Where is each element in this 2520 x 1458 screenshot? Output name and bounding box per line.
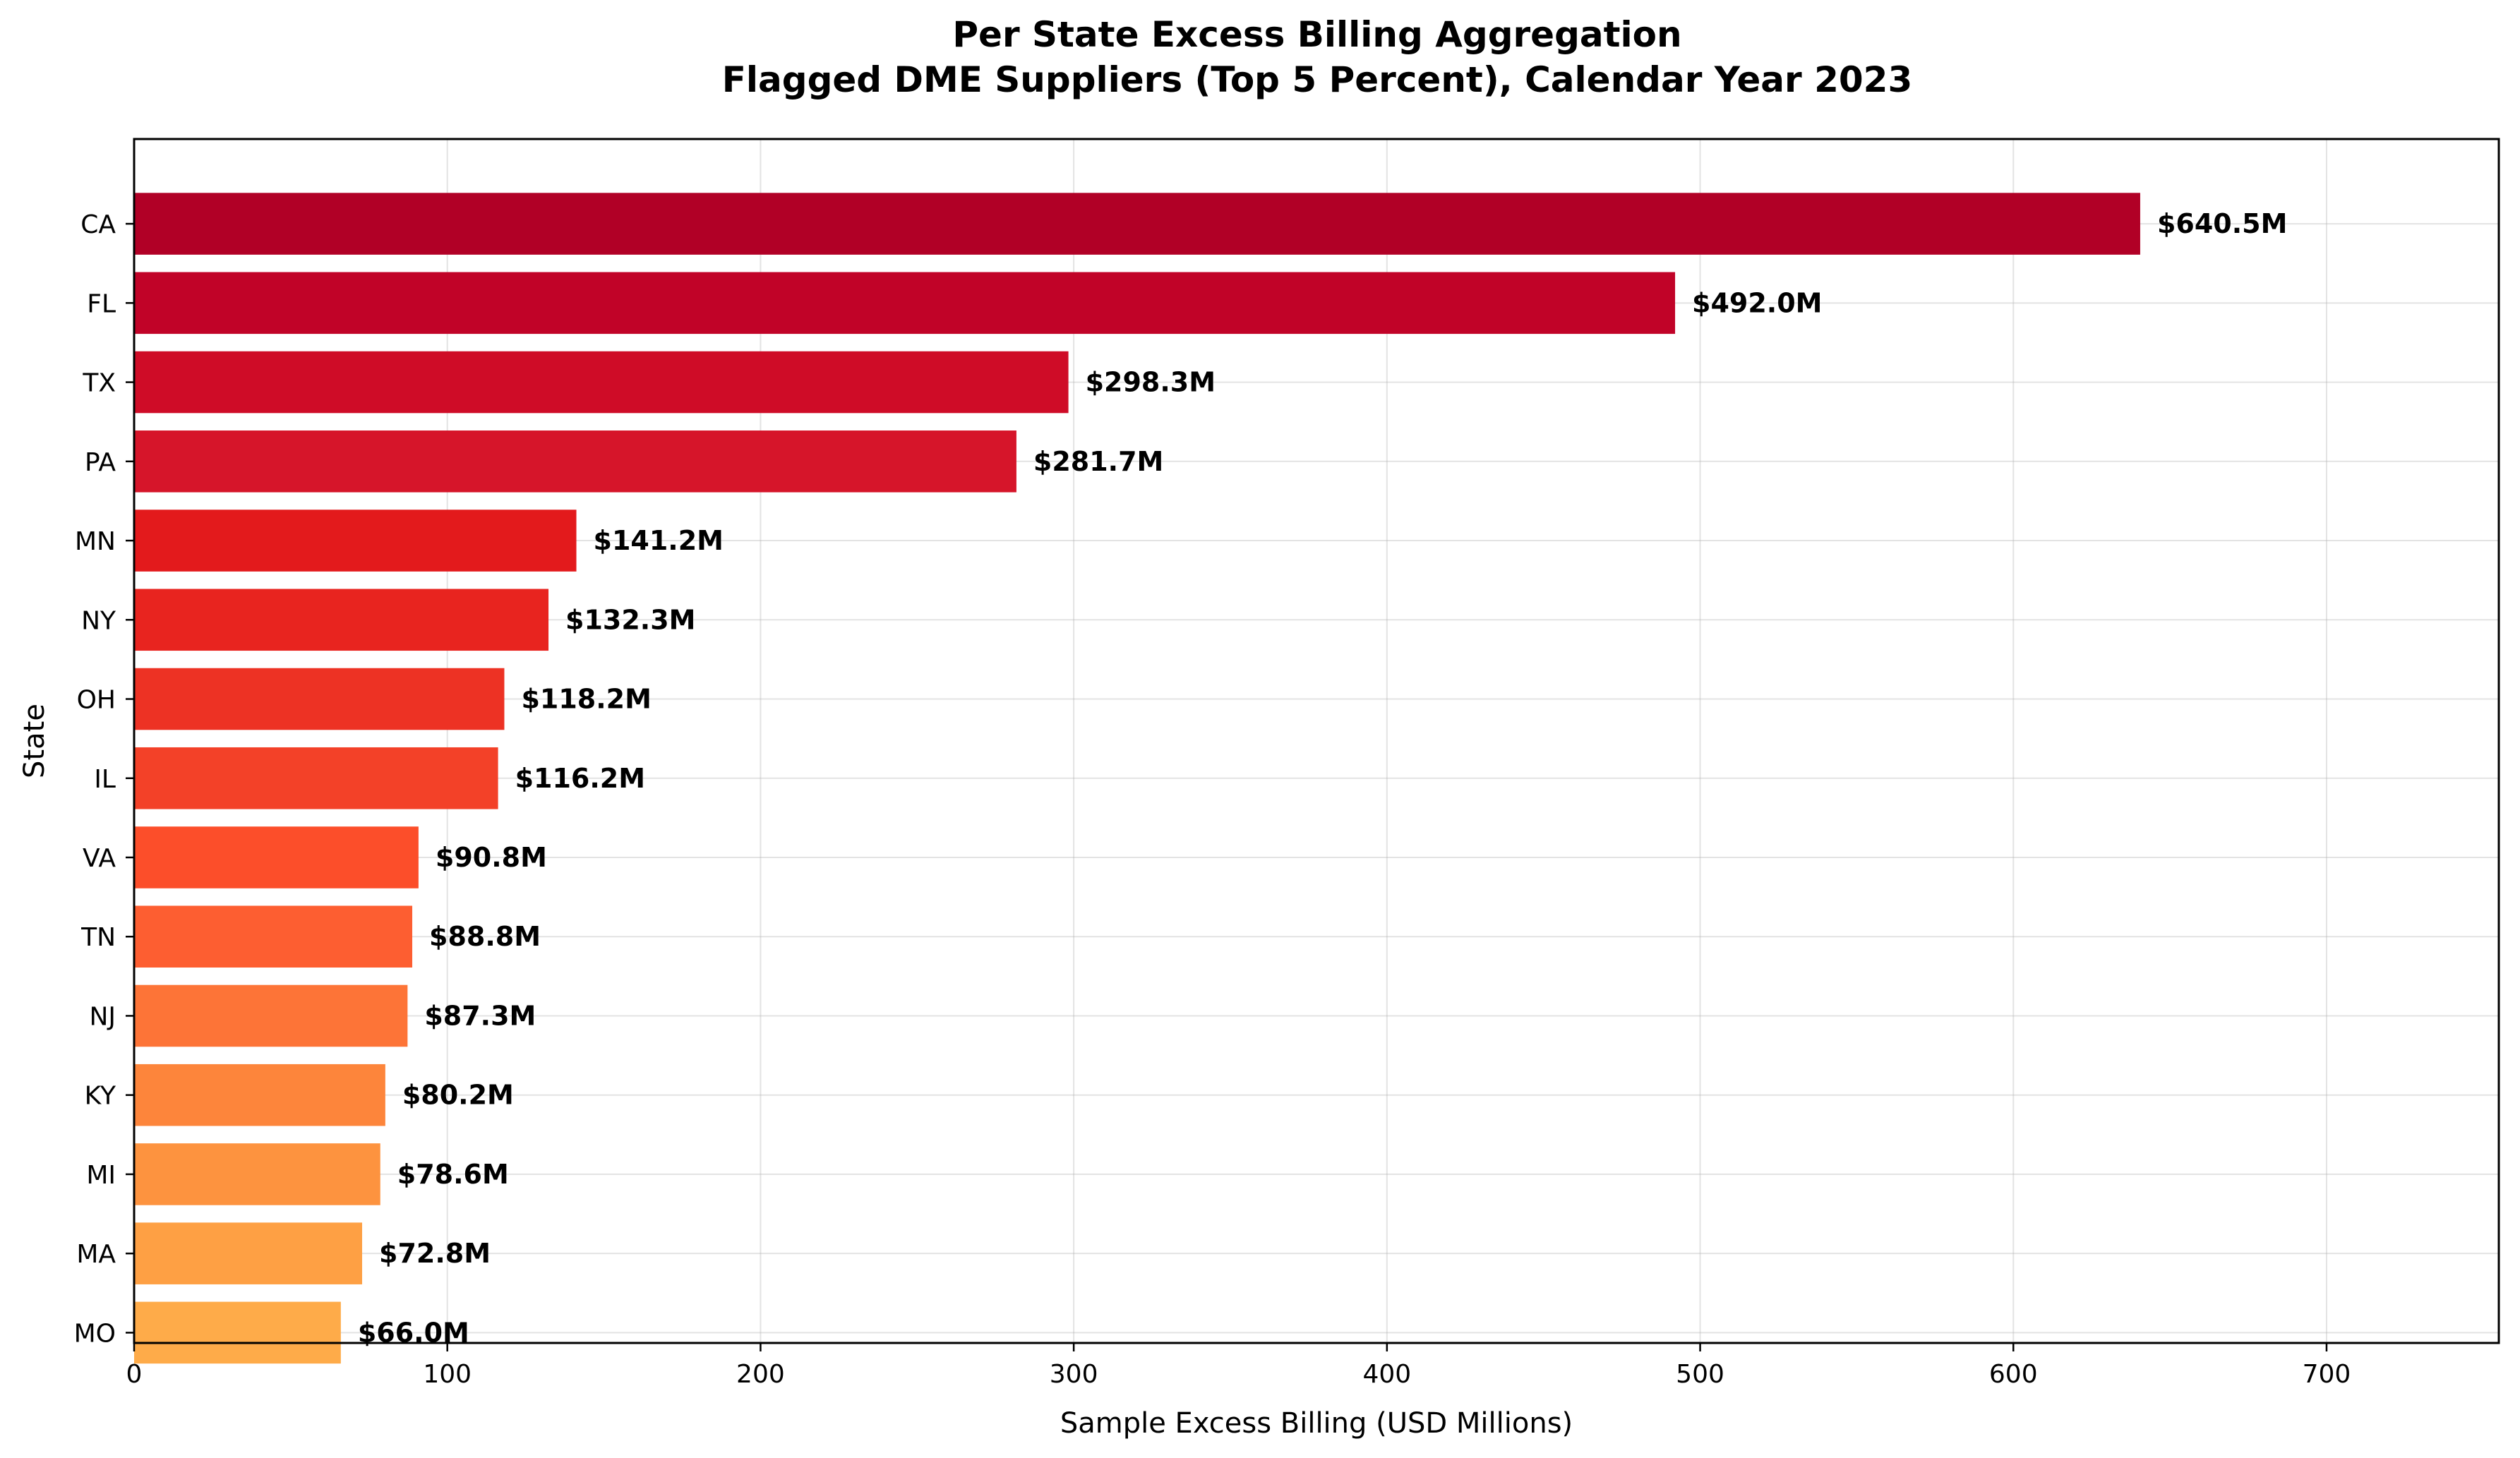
value-label-ma: $72.8M — [379, 1238, 491, 1269]
y-axis-ticks: CA FL TX PA MN NY OH IL VA TN NJ KY MI MA MO — [74, 210, 134, 1348]
x-axis-label: Sample Excess Billing (USD Millions) — [1060, 1407, 1573, 1440]
x-tick-label: 600 — [1989, 1360, 2038, 1389]
bar-tn — [134, 905, 413, 968]
bar-il — [134, 747, 498, 809]
chart-title: Per State Excess Billing Aggregation — [952, 14, 1681, 55]
value-labels: $640.5M $492.0M $298.3M $281.7M $141.2M $132.… — [358, 208, 2288, 1348]
bar-mo — [134, 1301, 341, 1364]
value-label-tn: $88.8M — [429, 921, 541, 952]
y-tick-label-ny: NY — [81, 606, 116, 635]
plot-area-frame — [133, 138, 2500, 1344]
y-tick-label-mi: MI — [86, 1161, 116, 1190]
bar-nj — [134, 984, 408, 1047]
y-tick-label-il: IL — [94, 765, 116, 794]
value-label-mi: $78.6M — [397, 1159, 509, 1190]
y-tick-label-mo: MO — [74, 1319, 116, 1348]
value-label-mn: $141.2M — [594, 525, 724, 556]
value-label-nj: $87.3M — [424, 1000, 536, 1031]
bar-pa — [134, 430, 1016, 493]
y-tick-label-tn: TN — [80, 923, 116, 952]
bar-ma — [134, 1222, 363, 1284]
x-axis-ticks: 0 100 200 300 400 500 600 700 — [126, 1343, 2351, 1389]
y-tick-label-tx: TX — [82, 369, 116, 398]
y-tick-label-ma: MA — [76, 1240, 116, 1269]
y-tick-label-ca: CA — [80, 210, 116, 239]
y-axis-label: State — [18, 704, 51, 778]
value-label-oh: $118.2M — [521, 684, 651, 715]
bar-ny — [134, 589, 549, 651]
y-tick-label-pa: PA — [85, 448, 116, 477]
value-label-ny: $132.3M — [565, 604, 695, 635]
y-tick-label-oh: OH — [77, 686, 116, 715]
value-label-tx: $298.3M — [1086, 367, 1216, 398]
bar-mn — [134, 510, 577, 572]
value-label-ky: $80.2M — [402, 1080, 514, 1111]
y-tick-label-mn: MN — [75, 527, 116, 556]
x-tick-label: 400 — [1362, 1360, 1411, 1389]
chart-subtitle: Flagged DME Suppliers (Top 5 Percent), C… — [722, 59, 1913, 100]
bar-ca — [134, 193, 2140, 255]
value-label-va: $90.8M — [436, 842, 547, 873]
bar-oh — [134, 668, 505, 730]
x-tick-label: 300 — [1050, 1360, 1098, 1389]
value-label-ca: $640.5M — [2157, 208, 2287, 239]
bar-tx — [134, 351, 1069, 414]
bar-ky — [134, 1064, 385, 1126]
x-tick-label: 500 — [1676, 1360, 1724, 1389]
x-tick-label: 200 — [736, 1360, 785, 1389]
value-label-il: $116.2M — [515, 763, 645, 794]
value-label-pa: $281.7M — [1033, 446, 1163, 477]
y-tick-label-nj: NJ — [89, 1002, 116, 1031]
x-tick-label: 700 — [2303, 1360, 2351, 1389]
bar-mi — [134, 1143, 380, 1205]
y-tick-label-va: VA — [83, 844, 116, 873]
bar-va — [134, 826, 419, 888]
value-label-fl: $492.0M — [1692, 287, 1822, 318]
y-tick-label-fl: FL — [87, 289, 116, 318]
bars — [134, 193, 2140, 1364]
y-tick-label-ky: KY — [85, 1082, 116, 1111]
x-tick-label: 100 — [423, 1360, 472, 1389]
x-tick-label: 0 — [126, 1360, 143, 1389]
bar-fl — [134, 272, 1676, 335]
